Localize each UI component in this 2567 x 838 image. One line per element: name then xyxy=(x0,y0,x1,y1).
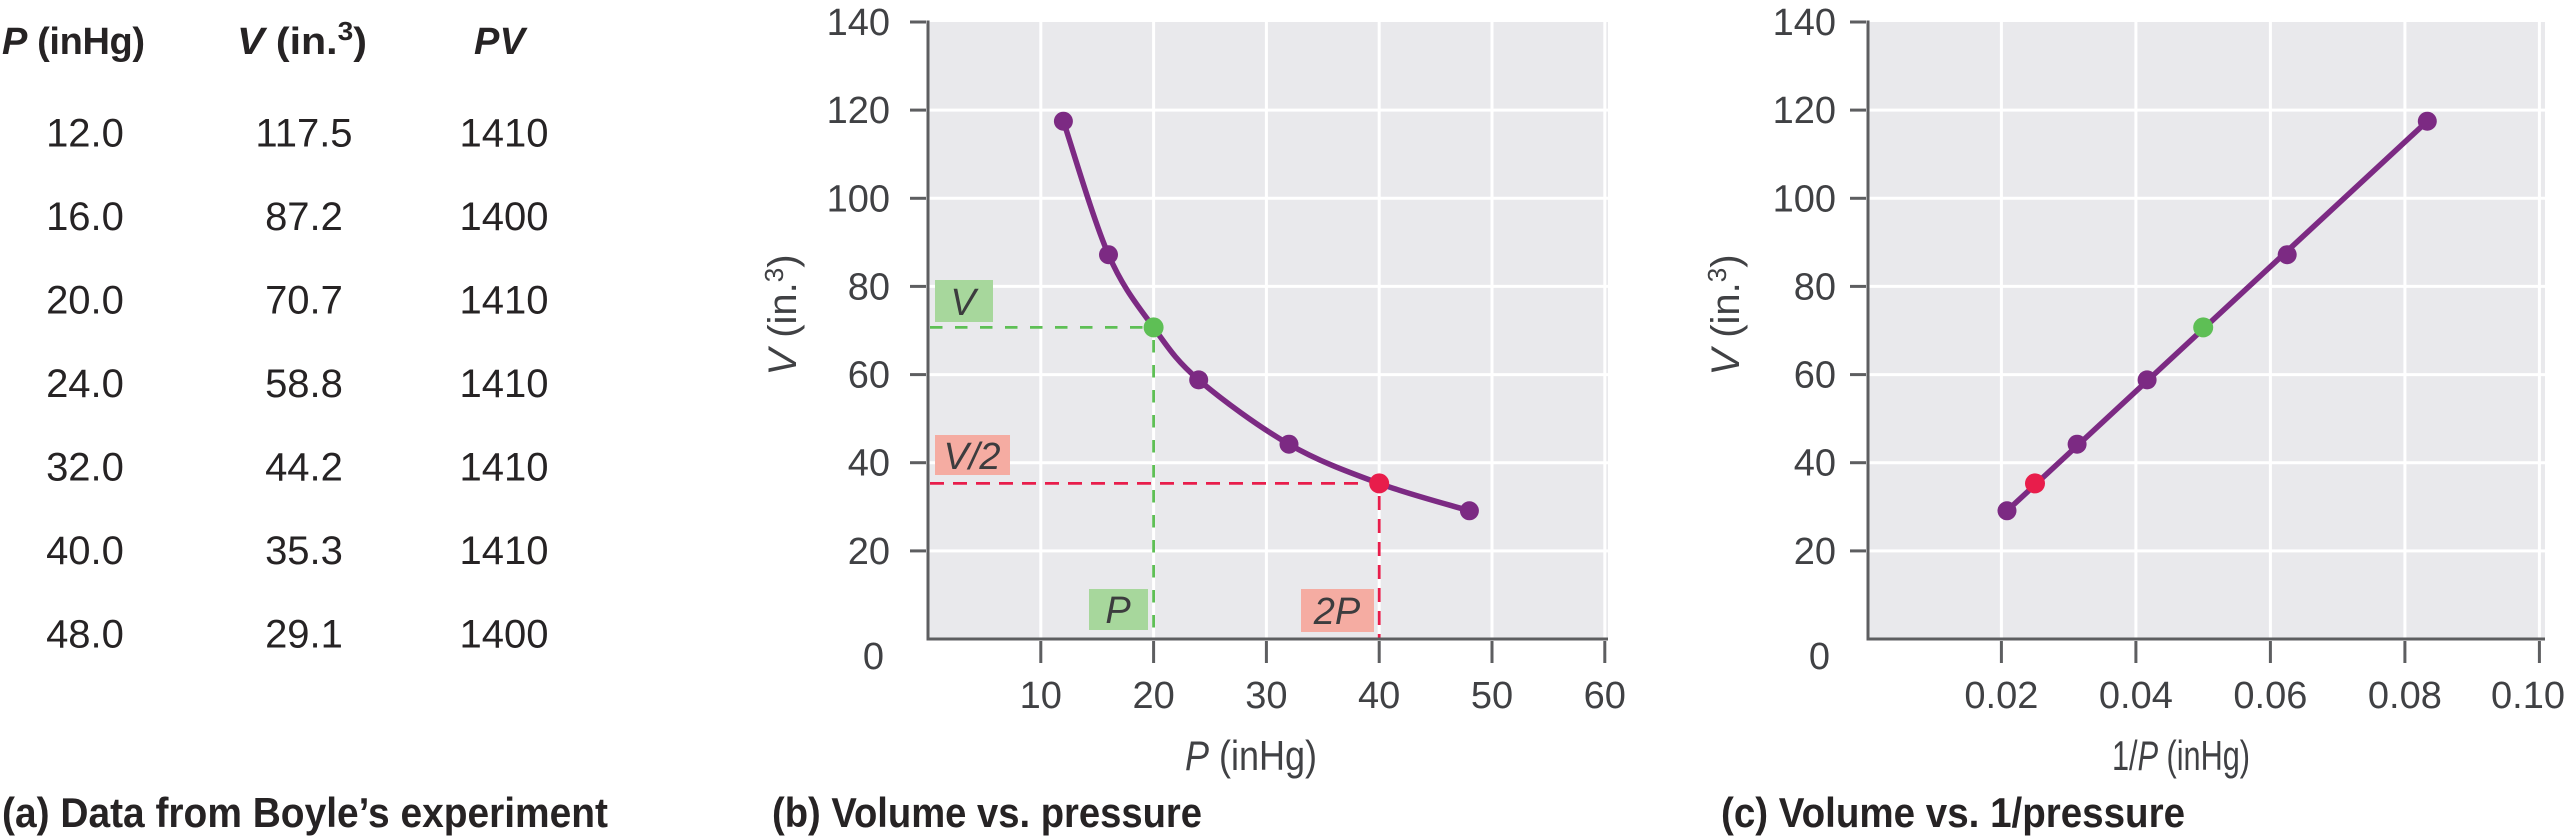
svg-text:58.8: 58.8 xyxy=(265,362,343,406)
svg-text:1/P (inHg): 1/P (inHg) xyxy=(2112,732,2250,779)
svg-text:PV: PV xyxy=(474,21,528,63)
svg-text:0.04: 0.04 xyxy=(2099,675,2173,717)
svg-text:2P: 2P xyxy=(1313,591,1361,633)
svg-text:1400: 1400 xyxy=(460,195,549,239)
svg-text:1400: 1400 xyxy=(460,613,549,657)
svg-text:140: 140 xyxy=(1773,2,1836,44)
svg-text:V (in.3): V (in.3) xyxy=(759,254,805,375)
svg-text:P: P xyxy=(1105,590,1131,632)
svg-text:V/2: V/2 xyxy=(943,436,1000,478)
svg-text:80: 80 xyxy=(848,266,890,308)
svg-text:120: 120 xyxy=(827,90,890,132)
svg-text:50: 50 xyxy=(1471,675,1513,717)
svg-text:V (in.3): V (in.3) xyxy=(237,16,367,63)
svg-text:24.0: 24.0 xyxy=(46,362,124,406)
svg-text:0.08: 0.08 xyxy=(2368,675,2442,717)
svg-text:40: 40 xyxy=(848,443,890,485)
svg-text:29.1: 29.1 xyxy=(265,613,343,657)
svg-text:1410: 1410 xyxy=(460,446,549,490)
svg-text:P (inHg): P (inHg) xyxy=(2,21,145,63)
svg-text:10: 10 xyxy=(1020,675,1062,717)
svg-text:20: 20 xyxy=(848,531,890,573)
svg-text:40.0: 40.0 xyxy=(46,529,124,573)
svg-text:1410: 1410 xyxy=(460,112,549,156)
svg-text:80: 80 xyxy=(1794,266,1836,308)
svg-text:60: 60 xyxy=(848,355,890,397)
svg-text:87.2: 87.2 xyxy=(265,195,343,239)
svg-text:(b) Volume vs. pressure: (b) Volume vs. pressure xyxy=(772,789,1202,836)
svg-text:117.5: 117.5 xyxy=(255,112,352,156)
svg-text:48.0: 48.0 xyxy=(46,613,124,657)
svg-text:40: 40 xyxy=(1358,675,1400,717)
svg-text:0: 0 xyxy=(1809,636,1830,678)
svg-text:100: 100 xyxy=(827,178,890,220)
svg-text:0: 0 xyxy=(863,636,884,678)
svg-text:100: 100 xyxy=(1773,178,1836,220)
svg-text:V: V xyxy=(950,282,979,324)
svg-text:35.3: 35.3 xyxy=(265,529,343,573)
svg-text:(a) Data from Boyle’s experime: (a) Data from Boyle’s experiment xyxy=(2,789,608,836)
svg-text:P (inHg): P (inHg) xyxy=(1185,732,1317,779)
svg-text:1410: 1410 xyxy=(460,362,549,406)
svg-text:32.0: 32.0 xyxy=(46,446,124,490)
svg-text:60: 60 xyxy=(1794,355,1836,397)
svg-text:12.0: 12.0 xyxy=(46,112,124,156)
svg-text:1410: 1410 xyxy=(460,529,549,573)
svg-text:30: 30 xyxy=(1245,675,1287,717)
svg-text:70.7: 70.7 xyxy=(265,279,343,323)
svg-text:120: 120 xyxy=(1773,90,1836,132)
svg-text:0.02: 0.02 xyxy=(1964,675,2038,717)
svg-text:20: 20 xyxy=(1132,675,1174,717)
svg-text:44.2: 44.2 xyxy=(265,446,343,490)
svg-text:1410: 1410 xyxy=(460,279,549,323)
svg-text:20: 20 xyxy=(1794,531,1836,573)
svg-text:140: 140 xyxy=(827,2,890,44)
svg-text:60: 60 xyxy=(1584,675,1626,717)
svg-text:20.0: 20.0 xyxy=(46,279,124,323)
svg-text:0.10: 0.10 xyxy=(2491,675,2565,717)
svg-text:(c) Volume vs. 1/pressure: (c) Volume vs. 1/pressure xyxy=(1721,789,2185,836)
svg-text:0.06: 0.06 xyxy=(2233,675,2307,717)
svg-text:40: 40 xyxy=(1794,443,1836,485)
svg-text:16.0: 16.0 xyxy=(46,195,124,239)
svg-text:V (in.3): V (in.3) xyxy=(1702,254,1748,375)
